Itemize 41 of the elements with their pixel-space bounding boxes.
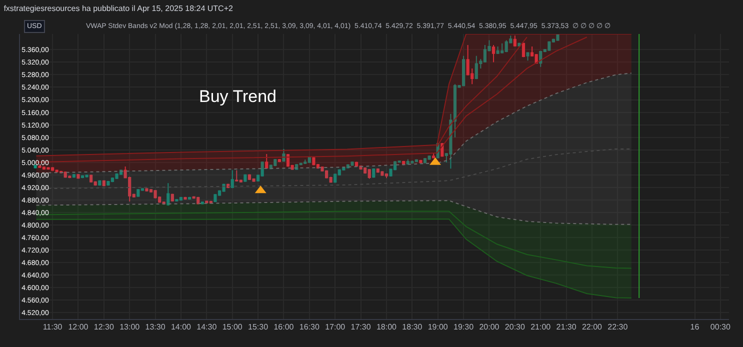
- candlestick: [410, 160, 414, 164]
- x-tick-label: 20:30: [504, 322, 526, 332]
- x-tick-label: 16:30: [299, 322, 320, 332]
- x-tick-label: 18:30: [402, 322, 423, 332]
- candlestick: [85, 174, 88, 178]
- candlestick: [55, 169, 58, 173]
- x-tick-label: 19:30: [454, 322, 474, 332]
- x-tick-label: 15:30: [248, 322, 269, 332]
- x-tick-label: 14:00: [170, 322, 192, 332]
- x-tick-label: 16: [690, 322, 700, 332]
- candlestick: [68, 175, 72, 179]
- candlestick: [145, 188, 148, 192]
- x-tick-label: 20:00: [479, 322, 500, 332]
- x-tick-label: 14:30: [196, 322, 218, 332]
- x-tick-label: 21:30: [556, 322, 577, 332]
- x-tick-label: 22:00: [582, 322, 603, 332]
- x-tick-label: 00:30: [710, 322, 731, 332]
- x-tick-label: 21:00: [530, 322, 552, 332]
- candlestick: [419, 159, 422, 164]
- candlestick: [278, 158, 281, 163]
- x-tick-label: 13:30: [145, 322, 166, 332]
- x-tick-label: 22:30: [608, 322, 628, 332]
- candlestick: [38, 165, 42, 169]
- x-tick-label: 16:00: [274, 322, 294, 332]
- x-tick-label: 13:00: [120, 322, 140, 332]
- x-tick-label: 15:00: [222, 322, 243, 332]
- annotation: Buy Trend: [199, 87, 276, 106]
- candlestick: [200, 201, 204, 205]
- candlestick: [184, 196, 187, 200]
- x-tick-label: 18:00: [376, 322, 398, 332]
- x-tick-label: 17:30: [350, 322, 372, 332]
- x-tick-label: 12:00: [68, 322, 89, 332]
- candlestick: [42, 166, 46, 170]
- x-tick-label: 11:30: [42, 322, 63, 332]
- x-tick-label: 19:00: [428, 322, 448, 332]
- candlestick: [175, 198, 178, 202]
- x-tick-label: 12:30: [94, 322, 114, 332]
- candlestick: [252, 178, 256, 182]
- chart-title: fxstrategiesresources ha pubblicato il Apr 15, 2025 18:24 UTC+2: [4, 4, 234, 13]
- x-tick-label: 17:00: [325, 322, 346, 332]
- candlestick: [46, 166, 50, 170]
